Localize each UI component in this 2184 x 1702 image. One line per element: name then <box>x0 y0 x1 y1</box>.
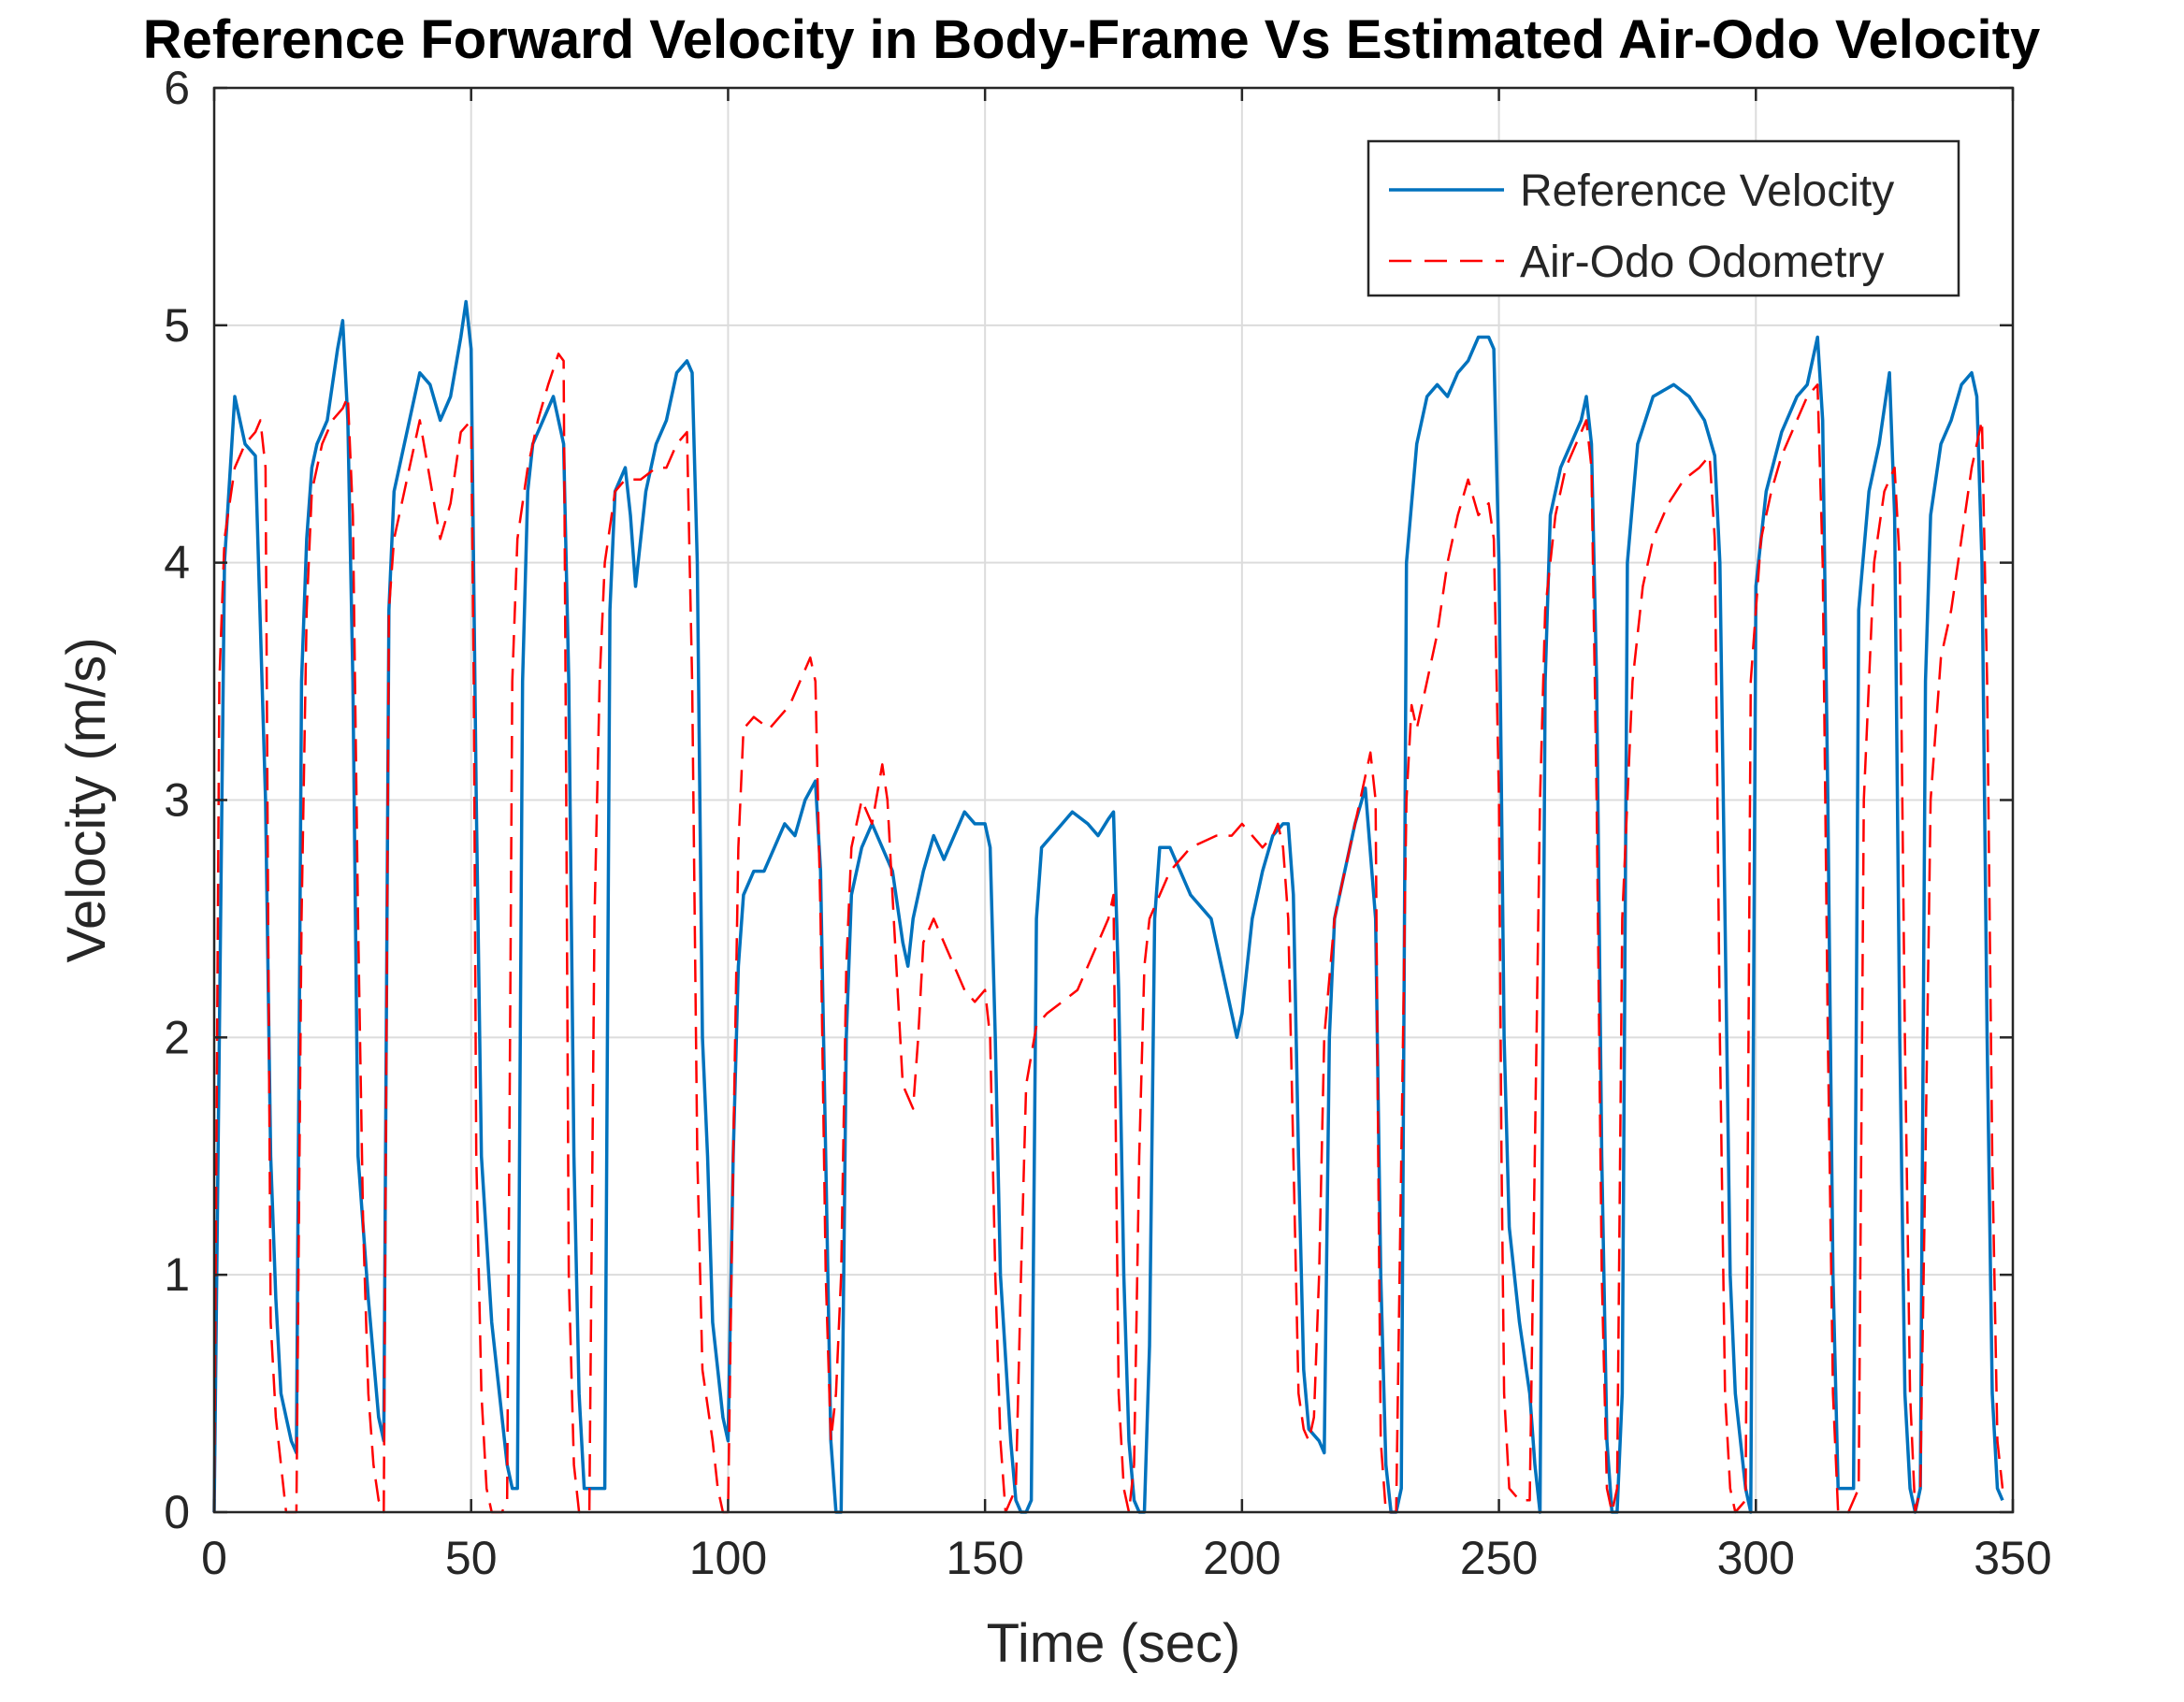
y-tick-label: 5 <box>164 299 190 352</box>
y-tick-label: 4 <box>164 537 190 589</box>
plot-area: 0 50 100 150 200 250 300 350 0 1 2 3 4 5 6 <box>164 62 2052 1584</box>
x-axis-label: Time (sec) <box>987 1613 1241 1674</box>
x-tick-label: 300 <box>1717 1532 1795 1584</box>
y-axis-label: Velocity (m/s) <box>56 637 117 962</box>
legend: Reference Velocity Air-Odo Odometry <box>1367 139 1960 297</box>
y-tick-label: 3 <box>164 774 190 827</box>
axis-ticks: 0 50 100 150 200 250 300 350 0 1 2 3 4 5 6 <box>164 62 2052 1584</box>
x-tick-label: 350 <box>1974 1532 2051 1584</box>
x-tick-label: 200 <box>1203 1532 1280 1584</box>
legend-box <box>1367 139 1960 297</box>
y-tick-label: 6 <box>164 62 190 114</box>
x-tick-label: 0 <box>201 1532 227 1584</box>
legend-label-reference-velocity: Reference Velocity <box>1520 166 1894 216</box>
x-tick-label: 250 <box>1460 1532 1538 1584</box>
series-layer <box>212 299 2004 1514</box>
x-tick-label: 100 <box>689 1532 767 1584</box>
x-tick-label: 50 <box>445 1532 498 1584</box>
chart-title: Reference Forward Velocity in Body-Frame… <box>143 9 2040 70</box>
reference-velocity-line <box>212 299 2004 1514</box>
y-tick-label: 2 <box>164 1011 190 1063</box>
air-odo-odometry-line <box>212 353 2004 1514</box>
legend-label-air-odo-odometry: Air-Odo Odometry <box>1520 238 1884 287</box>
y-tick-label: 1 <box>164 1248 190 1301</box>
y-tick-label: 0 <box>164 1486 190 1538</box>
x-tick-label: 150 <box>946 1532 1023 1584</box>
